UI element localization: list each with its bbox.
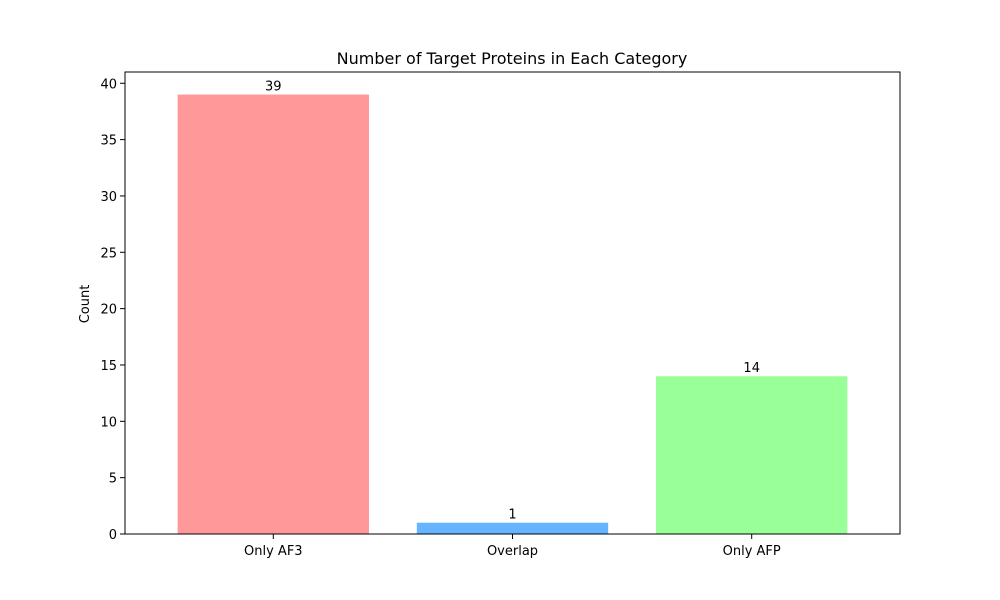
bar-value-label: 39 [265, 80, 282, 95]
y-tick-label: 0 [109, 528, 117, 543]
x-tick-label: Only AFP [723, 544, 781, 559]
x-tick-label: Overlap [487, 544, 538, 559]
y-tick-label: 40 [100, 77, 117, 92]
plot-frame [124, 71, 901, 535]
y-tick-label: 30 [100, 190, 117, 205]
y-tick-label: 15 [100, 359, 117, 374]
y-tick-label: 35 [100, 134, 117, 149]
x-axis: Only AF3 Overlap Only AFP [244, 534, 781, 559]
y-tick-label: 5 [109, 472, 117, 487]
y-tick-label: 20 [100, 303, 117, 318]
y-tick-label: 10 [100, 415, 117, 430]
y-axis-label: Count [78, 285, 93, 324]
chart-title: Number of Target Proteins in Each Catego… [337, 49, 688, 68]
bar-overlap [416, 522, 609, 534]
value-labels-layer: 39 1 14 [265, 80, 760, 523]
y-tick-label: 25 [100, 246, 117, 261]
y-axis: 0 5 10 15 20 25 30 35 40 [100, 77, 125, 543]
bars-layer [177, 94, 848, 534]
bar-only-afp [656, 376, 848, 534]
bar-only-af3 [177, 94, 369, 534]
x-tick-label: Only AF3 [244, 544, 303, 559]
bar-value-label: 14 [743, 361, 760, 376]
bar-value-label: 1 [508, 508, 516, 523]
